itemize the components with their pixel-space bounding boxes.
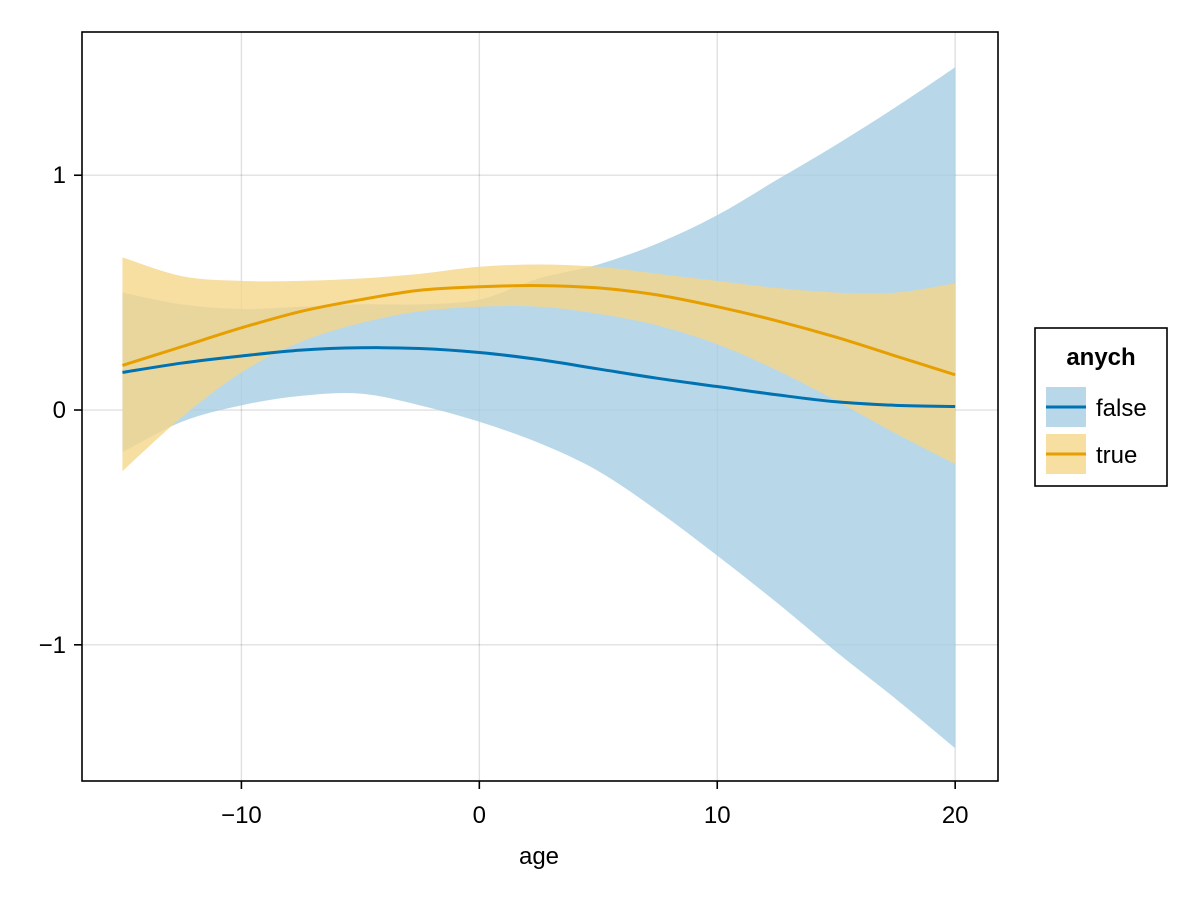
line-false <box>122 346 956 408</box>
confidence-bands <box>122 67 956 749</box>
y-axis-ticks: −1 0 1 <box>39 162 82 659</box>
band-true <box>122 257 956 472</box>
legend: anych false true <box>1034 327 1168 487</box>
y-tick-label: 0 <box>53 397 66 424</box>
legend-label-true: true <box>1096 442 1137 469</box>
legend-title: anych <box>1066 344 1135 371</box>
y-tick-label: 1 <box>53 162 66 189</box>
x-axis-ticks: −10 0 10 20 <box>221 781 969 829</box>
plot-frame <box>81 31 999 782</box>
legend-label-false: false <box>1096 395 1147 422</box>
y-tick-label: −1 <box>39 632 66 659</box>
x-tick-label: 10 <box>704 802 731 829</box>
x-tick-label: −10 <box>221 802 262 829</box>
legend-item-true: true <box>1046 434 1137 474</box>
x-tick-label: 20 <box>942 802 969 829</box>
series-lines <box>121 284 956 408</box>
line-true <box>121 284 956 377</box>
legend-item-false: false <box>1046 387 1147 427</box>
x-axis-label: age <box>519 843 559 870</box>
x-tick-label: 0 <box>473 802 486 829</box>
legend-entries: false true <box>1046 387 1147 474</box>
band-false <box>122 67 956 749</box>
